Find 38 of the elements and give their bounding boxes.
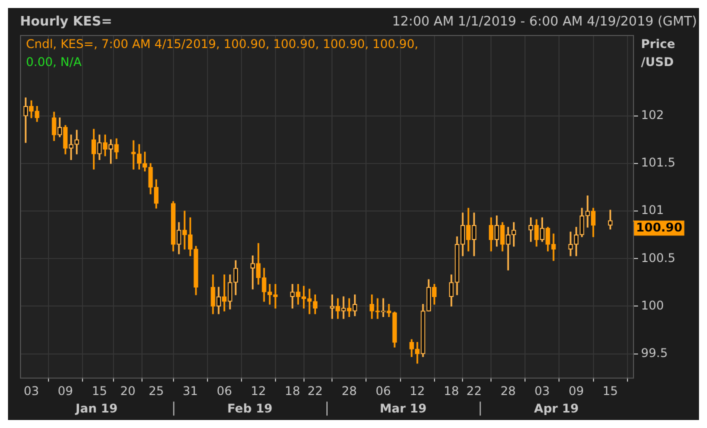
x-tick-label: 12 (410, 384, 425, 398)
x-tick-label: 25 (148, 384, 164, 398)
x-tick-label: 28 (500, 384, 516, 398)
y-tick-label: 101 (641, 203, 664, 218)
x-tick-label: 18 (444, 384, 460, 398)
annotation: 0.00, N/A (26, 55, 82, 70)
x-tick-label: 12 (250, 384, 266, 398)
candlestick (290, 284, 295, 308)
text: Apr 19 (534, 402, 579, 416)
x-tick-label: 03 (534, 384, 550, 398)
x-tick-label: 03 (24, 384, 39, 398)
ref-line-label: 100.90 (636, 220, 682, 235)
x-tick-label: 31 (182, 384, 198, 398)
x-tick-label: 22 (308, 384, 323, 398)
x-tick-label: 09 (58, 384, 74, 398)
text: Jan 19 (74, 402, 118, 416)
x-tick-label: 22 (466, 384, 482, 398)
chart-title: Hourly KES= (20, 14, 112, 30)
chart-subtitle: 12:00 AM 1/1/2019 - 6:00 AM 4/19/2019 (GMT) (392, 14, 697, 30)
x-tick-label: 15 (602, 384, 618, 398)
x-tick-label: 09 (568, 384, 584, 398)
y-tick-label: 101.5 (641, 156, 676, 170)
y-tick-label: 102 (641, 108, 664, 122)
x-tick-label: 15 (92, 384, 108, 398)
y-tick-label: 99.5 (641, 346, 668, 360)
candlestick (341, 296, 346, 319)
text: Feb 19 (227, 402, 273, 416)
annotation: Cndl, KES=, 7:00 AM 4/15/2019, 100.90, 100.90, 100.90, 100.90, (26, 37, 418, 52)
x-tick-label: 28 (342, 384, 357, 398)
x-tick-label: 20 (120, 384, 136, 398)
text: Mar 19 (380, 402, 427, 416)
y-axis-title: Price /USD (641, 37, 676, 70)
y-tick-label: 100.5 (641, 250, 676, 265)
x-tick-label: 06 (376, 384, 391, 398)
x-tick-label: 06 (216, 384, 232, 398)
candlestick (131, 140, 136, 170)
x-tick-label: 18 (284, 384, 300, 398)
y-tick-label: 100 (641, 298, 664, 312)
